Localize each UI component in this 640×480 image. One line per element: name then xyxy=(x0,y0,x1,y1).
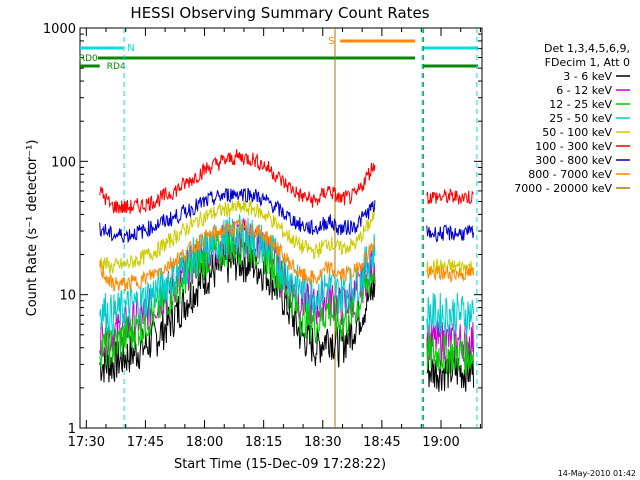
x-tick-label: 17:45 xyxy=(127,435,164,450)
y-tick-label: 100 xyxy=(51,155,76,170)
mode-flags: N S RD0 RD4 xyxy=(79,28,479,428)
flag-s-label: S xyxy=(328,36,334,47)
series-curves xyxy=(99,149,475,392)
legend-entry-label: 12 - 25 keV xyxy=(549,98,612,111)
legend-entry-label: 6 - 12 keV xyxy=(556,84,612,97)
flag-rd0-label: RD0 xyxy=(79,54,98,64)
series-line-segment xyxy=(426,332,475,375)
x-axis-label: Start Time (15-Dec-09 17:28:22) xyxy=(174,457,386,472)
legend-entry-label: 300 - 800 keV xyxy=(535,154,612,167)
x-tick-label: 18:30 xyxy=(304,435,341,450)
series-line-segment xyxy=(426,224,475,243)
x-tick-label: 18:00 xyxy=(186,435,223,450)
legend-entry-label: 25 - 50 keV xyxy=(549,112,612,125)
legend-entry-label: 3 - 6 keV xyxy=(563,70,612,83)
series-line-segment xyxy=(426,187,475,205)
x-tick-label: 19:00 xyxy=(422,435,459,450)
axis-ticks: 17:30 17:45 18:00 18:15 18:30 18:45 19:00 1 10 10… xyxy=(43,22,482,450)
series-line-segment xyxy=(426,292,475,336)
series-line xyxy=(99,199,376,274)
series-line xyxy=(99,239,376,383)
legend-entry-label: 7000 - 20000 keV xyxy=(514,182,612,195)
legend-entry-label: 50 - 100 keV xyxy=(542,126,612,139)
x-tick-label: 17:30 xyxy=(68,435,105,450)
series-line xyxy=(99,149,376,215)
plot-frame xyxy=(79,27,483,429)
series-line xyxy=(99,214,376,336)
plot-timestamp: 14-May-2010 01:42 xyxy=(558,469,636,478)
series-line xyxy=(99,218,376,292)
series-line xyxy=(99,187,376,244)
legend-header: FDecim 1, Att 0 xyxy=(545,56,630,69)
legend-entry-label: 800 - 7000 keV xyxy=(528,168,612,181)
x-tick-label: 18:45 xyxy=(363,435,400,450)
flag-rd4-label: RD4 xyxy=(107,62,126,72)
series-line xyxy=(99,224,376,369)
x-tick-label: 18:15 xyxy=(245,435,282,450)
y-tick-label: 1 xyxy=(68,422,76,437)
y-tick-label: 1000 xyxy=(43,22,76,37)
y-axis-label: Count Rate (s⁻¹ detector⁻¹) xyxy=(25,140,40,317)
flag-n-label: N xyxy=(127,43,134,54)
legend-header: Det 1,3,4,5,6,9, xyxy=(544,42,630,55)
legend-entry-label: 100 - 300 keV xyxy=(535,140,612,153)
series-line-segment xyxy=(426,264,475,283)
chart-legend: Det 1,3,4,5,6,9,FDecim 1, Att 03 - 6 keV… xyxy=(514,42,630,195)
y-tick-label: 10 xyxy=(59,289,76,304)
chart-title: HESSI Observing Summary Count Rates xyxy=(130,4,429,22)
